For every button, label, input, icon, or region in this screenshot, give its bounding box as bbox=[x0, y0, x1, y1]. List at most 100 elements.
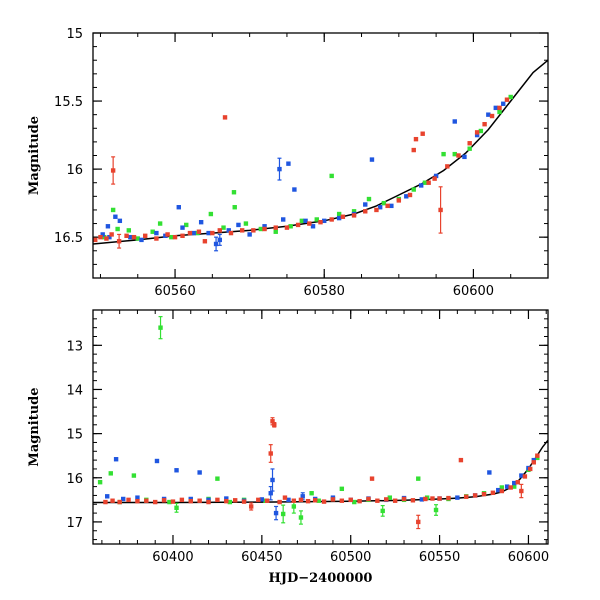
data-point-red bbox=[135, 498, 140, 504]
data-point-red bbox=[284, 225, 290, 230]
data-point-green bbox=[298, 510, 304, 525]
x-axis-label: HJD−2400000 bbox=[269, 571, 373, 586]
data-point-blue bbox=[107, 234, 112, 240]
data-point-green bbox=[381, 200, 387, 206]
data-point-red bbox=[241, 499, 247, 504]
data-point-red bbox=[472, 493, 478, 498]
data-point-red bbox=[348, 497, 353, 503]
data-point-blue bbox=[206, 230, 211, 236]
data-point-red bbox=[262, 226, 267, 232]
data-point-red bbox=[329, 217, 334, 222]
data-point-blue bbox=[259, 497, 265, 502]
data-point-red bbox=[131, 234, 137, 240]
data-point-red bbox=[126, 497, 131, 503]
data-point-green bbox=[184, 222, 189, 228]
data-point-blue bbox=[501, 101, 506, 106]
data-point-red bbox=[239, 228, 245, 233]
data-point-blue bbox=[270, 468, 275, 492]
data-point-blue bbox=[197, 470, 202, 475]
data-point-green bbox=[232, 205, 237, 210]
data-point-green bbox=[499, 485, 504, 490]
y-axis-label: Magnitude bbox=[27, 387, 42, 466]
data-point-red bbox=[165, 232, 170, 237]
data-point-green bbox=[467, 146, 472, 151]
data-point-blue bbox=[455, 495, 460, 500]
data-point-red bbox=[515, 479, 520, 485]
data-point-blue bbox=[363, 202, 368, 207]
data-point-blue bbox=[336, 215, 342, 221]
data-point-green bbox=[97, 479, 103, 485]
data-point-red bbox=[385, 203, 390, 209]
data-point-red bbox=[291, 498, 297, 503]
data-point-red bbox=[154, 236, 159, 241]
data-point-green bbox=[452, 151, 457, 157]
data-point-red bbox=[312, 498, 318, 503]
data-point-red bbox=[423, 496, 428, 502]
data-point-blue bbox=[113, 457, 119, 462]
data-point-red bbox=[438, 186, 443, 234]
data-point-red bbox=[407, 192, 413, 198]
data-point-green bbox=[314, 217, 319, 222]
data-point-red bbox=[248, 502, 254, 511]
y-tick-label: 13 bbox=[66, 339, 83, 354]
data-point-blue bbox=[474, 132, 480, 138]
data-point-green bbox=[422, 180, 428, 185]
data-point-red bbox=[210, 230, 215, 236]
data-point-green bbox=[280, 504, 286, 524]
data-point-blue bbox=[163, 233, 168, 239]
data-point-blue bbox=[303, 218, 308, 224]
data-point-red bbox=[188, 498, 193, 504]
data-point-green bbox=[158, 316, 163, 340]
y-tick-label: 16 bbox=[66, 163, 83, 178]
data-point-green bbox=[208, 211, 214, 217]
data-point-red bbox=[481, 491, 487, 497]
data-point-red bbox=[104, 236, 109, 241]
data-point-red bbox=[528, 466, 533, 472]
data-point-red bbox=[268, 444, 273, 463]
y-tick-label: 15.5 bbox=[54, 95, 83, 110]
data-point-green bbox=[131, 473, 137, 478]
data-point-red bbox=[437, 496, 442, 501]
data-point-blue bbox=[277, 157, 282, 181]
data-point-red bbox=[426, 180, 431, 185]
data-point-blue bbox=[188, 496, 193, 502]
data-point-green bbox=[478, 128, 484, 134]
data-point-red bbox=[187, 230, 193, 236]
data-point-green bbox=[351, 209, 357, 214]
data-point-blue bbox=[504, 484, 510, 489]
data-point-blue bbox=[135, 495, 140, 500]
data-point-blue bbox=[462, 154, 467, 160]
data-point-blue bbox=[433, 173, 439, 179]
data-point-red bbox=[93, 237, 98, 243]
plot-frame bbox=[92, 32, 549, 279]
data-point-red bbox=[103, 499, 108, 505]
data-point-red bbox=[392, 498, 398, 503]
data-point-green bbox=[433, 504, 439, 516]
data-point-blue bbox=[213, 236, 219, 252]
data-point-blue bbox=[206, 497, 211, 503]
data-point-blue bbox=[292, 187, 297, 192]
data-point-green bbox=[243, 221, 249, 226]
y-tick-label: 15 bbox=[66, 428, 83, 443]
y-tick-label: 14 bbox=[66, 383, 83, 398]
data-point-red bbox=[144, 498, 149, 503]
data-point-blue bbox=[404, 194, 409, 199]
data-point-blue bbox=[377, 205, 383, 210]
data-point-blue bbox=[281, 217, 286, 222]
data-point-red bbox=[224, 498, 229, 504]
data-point-blue bbox=[154, 458, 160, 464]
data-point-red bbox=[264, 498, 270, 503]
data-point-green bbox=[316, 498, 321, 503]
data-point-red bbox=[305, 498, 311, 504]
data-point-red bbox=[321, 499, 327, 504]
data-point-blue bbox=[154, 230, 159, 236]
data-point-red bbox=[318, 219, 323, 225]
data-point-blue bbox=[493, 105, 498, 111]
data-point-green bbox=[273, 229, 278, 234]
data-point-blue bbox=[100, 232, 105, 237]
data-point-green bbox=[221, 225, 226, 230]
data-point-blue bbox=[236, 222, 241, 228]
data-point-red bbox=[411, 147, 416, 153]
data-point-blue bbox=[322, 218, 327, 224]
data-point-red bbox=[369, 476, 375, 481]
